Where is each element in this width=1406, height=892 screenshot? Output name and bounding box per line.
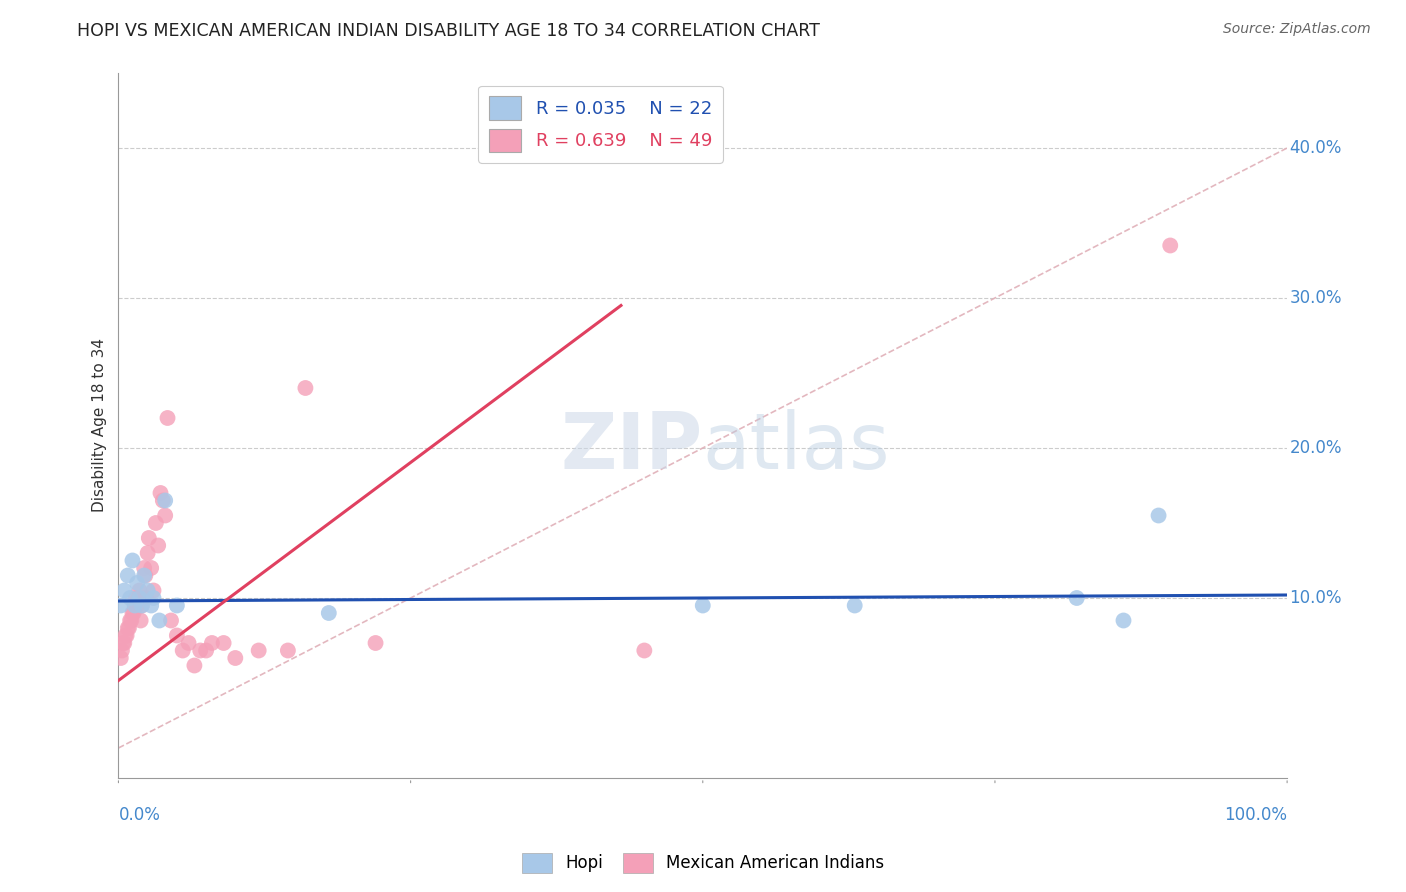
Point (160, 614, 183, 628)
Point (188, 643, 211, 657)
Point (148, 539, 170, 553)
Point (148, 614, 170, 628)
Point (364, 636, 387, 650)
Point (129, 614, 152, 628)
Point (127, 576, 149, 591)
Text: atlas: atlas (703, 409, 890, 484)
Point (212, 636, 235, 650)
Point (172, 643, 194, 657)
Point (120, 614, 142, 628)
Text: 20.0%: 20.0% (1289, 439, 1341, 457)
Point (112, 636, 135, 650)
Point (142, 591, 165, 605)
Point (120, 614, 142, 628)
Point (156, 411, 179, 425)
Point (224, 651, 246, 665)
Point (844, 599, 866, 613)
Point (117, 621, 139, 635)
Text: 10.0%: 10.0% (1289, 589, 1341, 607)
Point (135, 591, 157, 605)
Point (110, 599, 132, 613)
Point (128, 583, 150, 598)
Point (166, 599, 188, 613)
Point (122, 606, 145, 620)
Point (131, 599, 153, 613)
Point (277, 643, 299, 657)
Text: 40.0%: 40.0% (1289, 139, 1341, 157)
Point (114, 628, 136, 642)
Point (110, 651, 132, 665)
Point (152, 493, 174, 508)
Text: 0.0%: 0.0% (118, 806, 160, 824)
Text: Source: ZipAtlas.com: Source: ZipAtlas.com (1223, 22, 1371, 37)
Text: 100.0%: 100.0% (1225, 806, 1286, 824)
Point (136, 583, 159, 598)
Point (149, 486, 172, 500)
Point (124, 599, 146, 613)
Point (201, 636, 224, 650)
Point (247, 643, 270, 657)
Point (177, 636, 200, 650)
Text: ZIP: ZIP (561, 409, 703, 484)
Text: 30.0%: 30.0% (1289, 289, 1341, 307)
Point (121, 553, 143, 567)
Point (117, 568, 139, 582)
Point (125, 591, 148, 605)
Y-axis label: Disability Age 18 to 34: Disability Age 18 to 34 (93, 338, 107, 513)
Point (145, 516, 167, 530)
Point (1147, 508, 1170, 523)
Point (1112, 614, 1135, 628)
Point (131, 599, 153, 613)
Point (120, 591, 142, 605)
Point (134, 561, 156, 575)
Point (138, 531, 160, 545)
Point (128, 591, 150, 605)
Point (127, 599, 149, 613)
Point (115, 628, 138, 642)
Point (692, 599, 714, 613)
Point (112, 636, 135, 650)
Point (141, 561, 163, 575)
Point (141, 599, 163, 613)
Point (318, 606, 340, 620)
Point (294, 381, 316, 395)
Point (142, 583, 165, 598)
Point (134, 568, 156, 582)
Point (1066, 591, 1088, 605)
Point (166, 628, 188, 642)
Legend: Hopi, Mexican American Indians: Hopi, Mexican American Indians (515, 847, 891, 880)
Point (112, 583, 135, 598)
Point (633, 643, 655, 657)
Point (1159, 238, 1181, 252)
Legend: R = 0.035    N = 22, R = 0.639    N = 49: R = 0.035 N = 22, R = 0.639 N = 49 (478, 86, 723, 162)
Point (153, 508, 176, 523)
Point (121, 606, 143, 620)
Point (111, 643, 134, 657)
Point (153, 493, 176, 508)
Point (124, 599, 146, 613)
Point (136, 546, 159, 560)
Point (127, 591, 149, 605)
Text: HOPI VS MEXICAN AMERICAN INDIAN DISABILITY AGE 18 TO 34 CORRELATION CHART: HOPI VS MEXICAN AMERICAN INDIAN DISABILI… (77, 22, 820, 40)
Point (134, 568, 156, 582)
Point (195, 643, 218, 657)
Point (183, 658, 205, 673)
Point (118, 621, 141, 635)
Point (132, 591, 155, 605)
